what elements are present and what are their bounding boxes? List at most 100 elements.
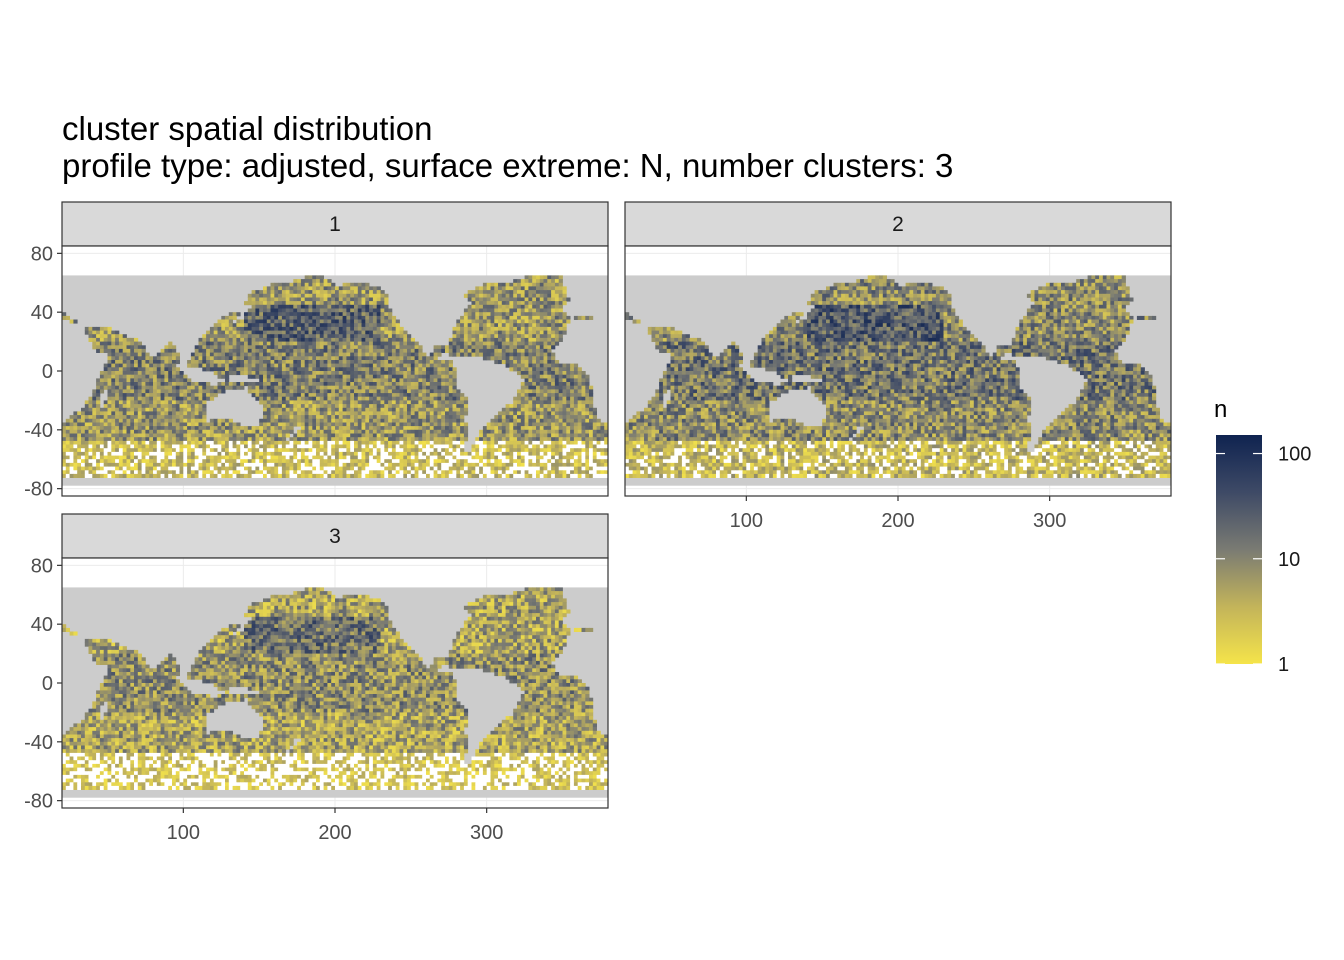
heatmap-cell	[100, 331, 104, 335]
heatmap-cell	[130, 400, 134, 404]
heatmap-cell	[570, 375, 574, 379]
heatmap-cell	[111, 452, 115, 456]
heatmap-cell	[119, 411, 123, 415]
heatmap-cell	[388, 434, 392, 438]
heatmap-cell	[384, 364, 388, 368]
heatmap-cell	[418, 397, 422, 401]
heatmap-cell	[551, 397, 555, 401]
heatmap-cell	[354, 294, 358, 298]
heatmap-cell	[327, 298, 331, 302]
heatmap-cell	[259, 349, 263, 353]
heatmap-cell	[483, 448, 487, 452]
heatmap-cell	[316, 338, 320, 342]
heatmap-cell	[225, 437, 229, 441]
heatmap-cell	[369, 437, 373, 441]
heatmap-cell	[532, 279, 536, 283]
heatmap-cell	[559, 423, 563, 427]
heatmap-cell	[559, 408, 563, 412]
heatmap-cell	[563, 367, 567, 371]
heatmap-cell	[206, 334, 210, 338]
heatmap-cell	[274, 382, 278, 386]
heatmap-cell	[422, 367, 426, 371]
heatmap-cell	[578, 426, 582, 430]
heatmap-cell	[187, 441, 191, 445]
heatmap-cell	[327, 364, 331, 368]
heatmap-cell	[134, 408, 138, 412]
heatmap-cell	[248, 338, 252, 342]
heatmap-cell	[403, 445, 407, 449]
heatmap-cell	[248, 426, 252, 430]
heatmap-cell	[297, 345, 301, 349]
heatmap-cell	[111, 353, 115, 357]
heatmap-cell	[127, 434, 131, 438]
heatmap-cell	[331, 349, 335, 353]
heatmap-cell	[301, 371, 305, 375]
heatmap-cell	[547, 275, 551, 279]
heatmap-cell	[377, 423, 381, 427]
heatmap-cell	[396, 456, 400, 460]
heatmap-cell	[320, 400, 324, 404]
heatmap-cell	[540, 338, 544, 342]
heatmap-cell	[464, 338, 468, 342]
heatmap-cell	[282, 345, 286, 349]
heatmap-cell	[487, 342, 491, 346]
heatmap-cell	[506, 419, 510, 423]
heatmap-cell	[199, 389, 203, 393]
heatmap-cell	[491, 437, 495, 441]
heatmap-cell	[278, 397, 282, 401]
heatmap-cell	[274, 349, 278, 353]
heatmap-cell	[456, 397, 460, 401]
heatmap-cell	[221, 345, 225, 349]
heatmap-cell	[168, 389, 172, 393]
heatmap-cell	[369, 320, 373, 324]
heatmap-cell	[324, 279, 328, 283]
heatmap-cell	[100, 375, 104, 379]
heatmap-cell	[255, 316, 259, 320]
heatmap-cell	[521, 434, 525, 438]
heatmap-cell	[373, 331, 377, 335]
heatmap-cell	[138, 452, 142, 456]
heatmap-cell	[138, 364, 142, 368]
heatmap-cell	[381, 367, 385, 371]
heatmap-cell	[282, 316, 286, 320]
heatmap-cell	[255, 309, 259, 313]
heatmap-cell	[582, 415, 586, 419]
heatmap-cell	[293, 334, 297, 338]
heatmap-cell	[327, 353, 331, 357]
heatmap-cell	[426, 378, 430, 382]
heatmap-cell	[494, 360, 498, 364]
heatmap-cell	[365, 305, 369, 309]
heatmap-cell	[92, 448, 96, 452]
heatmap-cell	[172, 408, 176, 412]
heatmap-cell	[339, 393, 343, 397]
heatmap-cell	[563, 286, 567, 290]
heatmap-cell	[555, 360, 559, 364]
heatmap-cell	[585, 386, 589, 390]
heatmap-cell	[346, 386, 350, 390]
heatmap-cell	[255, 301, 259, 305]
heatmap-cell	[544, 298, 548, 302]
heatmap-cell	[396, 382, 400, 386]
heatmap-cell	[487, 286, 491, 290]
heatmap-cell	[441, 434, 445, 438]
heatmap-cell	[350, 316, 354, 320]
heatmap-cell	[559, 334, 563, 338]
heatmap-cell	[290, 364, 294, 368]
heatmap-cell	[532, 345, 536, 349]
heatmap-cell	[585, 397, 589, 401]
heatmap-cell	[346, 353, 350, 357]
heatmap-cell	[312, 275, 316, 279]
heatmap-cell	[324, 375, 328, 379]
heatmap-cell	[346, 323, 350, 327]
heatmap-cell	[316, 448, 320, 452]
heatmap-cell	[157, 437, 161, 441]
heatmap-cell	[176, 367, 180, 371]
heatmap-cell	[437, 434, 441, 438]
heatmap-cell	[354, 415, 358, 419]
heatmap-cell	[309, 298, 313, 302]
heatmap-cell	[343, 434, 347, 438]
heatmap-cell	[320, 283, 324, 287]
heatmap-cell	[255, 360, 259, 364]
heatmap-cell	[335, 320, 339, 324]
heatmap-cell	[472, 320, 476, 324]
